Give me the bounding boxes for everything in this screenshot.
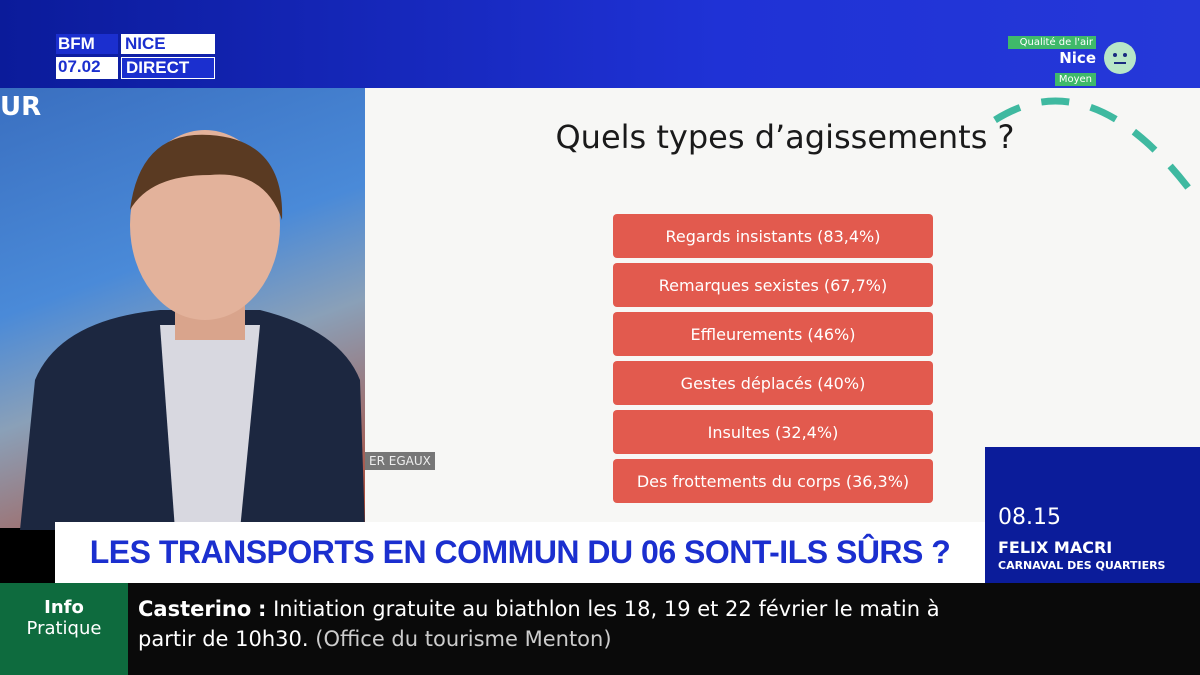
caption: ER EGAUX — [365, 452, 435, 470]
logo-brand: BFM — [56, 34, 118, 54]
air-city: Nice — [1059, 49, 1096, 67]
air-level: Moyen — [1054, 73, 1096, 86]
ticker-source: (Office du tourisme Menton) — [315, 627, 612, 651]
ticker-text: Casterino : Initiation gratuite au biath… — [138, 594, 940, 654]
ticker-separator: : — [257, 597, 267, 621]
label-top: Info — [44, 597, 84, 618]
presenter — [20, 130, 365, 530]
shirt — [160, 325, 260, 530]
program-show: CARNAVAL DES QUARTIERS — [998, 559, 1166, 572]
slide-decoration — [993, 97, 1193, 193]
logo-live: DIRECT — [121, 57, 215, 79]
program-box — [985, 447, 1200, 583]
headline: LES TRANSPORTS EN COMMUN DU 06 SONT-ILS … — [55, 522, 985, 583]
ticker-bar — [0, 583, 1200, 675]
channel-logo: BFM NICE 07.02 DIRECT — [56, 34, 215, 79]
hair — [130, 134, 283, 220]
ticker-line-1: Casterino : Initiation gratuite au biath… — [138, 594, 940, 624]
air-icon — [1104, 42, 1136, 74]
label-bottom: Pratique — [26, 618, 102, 639]
logo-date: 07.02 — [56, 57, 118, 79]
air-quality: Qualité de l'air Nice Moyen — [1008, 36, 1096, 86]
slide-item: Effleurements (46%) — [613, 312, 933, 356]
program-host: FELIX MACRI — [998, 538, 1113, 557]
logo-city: NICE — [121, 34, 215, 54]
slide-title: Quels types d’agissements ? — [555, 118, 1015, 156]
slide-item: Des frottements du corps (36,3%) — [613, 459, 933, 503]
slide-item: Insultes (32,4%) — [613, 410, 933, 454]
air-title: Qualité de l'air — [1008, 36, 1096, 49]
ticker-line-2: partir de 10h30. (Office du tourisme Men… — [138, 624, 940, 654]
slide-item: Remarques sexistes (67,7%) — [613, 263, 933, 307]
eye — [1113, 53, 1117, 57]
background-text: UR — [0, 92, 42, 122]
slide-item: Gestes déplacés (40%) — [613, 361, 933, 405]
ticker-place: Casterino — [138, 597, 252, 621]
face-icon — [1104, 42, 1136, 74]
ticker-message-2: partir de 10h30. — [138, 627, 309, 651]
dashed-arc — [993, 97, 1193, 193]
program-time: 08.15 — [998, 505, 1061, 530]
eye — [1123, 53, 1127, 57]
item-list: Regards insistants (83,4%) Remarques sexi… — [613, 214, 933, 508]
ticker-label: Info Pratique — [0, 583, 128, 675]
slide-item: Regards insistants (83,4%) — [613, 214, 933, 258]
ticker-message: Initiation gratuite au biathlon les 18, … — [273, 597, 940, 621]
